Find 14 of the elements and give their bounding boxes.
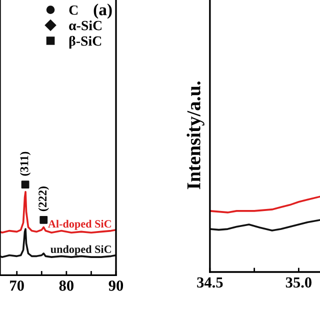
x-tick-label: 90	[108, 280, 124, 291]
legend-label: C	[69, 5, 78, 15]
x-tick-label: 70	[10, 280, 24, 291]
text: (311)	[20, 152, 31, 176]
x-tick-label: 35.0	[286, 277, 312, 288]
x-tick-label: 34.5	[197, 277, 223, 288]
annotation: (222)	[38, 186, 49, 212]
series-label: Al-doped SiC	[48, 220, 111, 230]
legend-label: α-SiC	[69, 20, 102, 30]
legend-label: β-SiC	[69, 36, 102, 49]
y-axis-title: Intensity/a.u.	[186, 81, 204, 190]
text: (a)	[94, 4, 112, 19]
x-tick-label: 80	[59, 280, 74, 291]
series-label: undoped SiC	[50, 245, 111, 256]
